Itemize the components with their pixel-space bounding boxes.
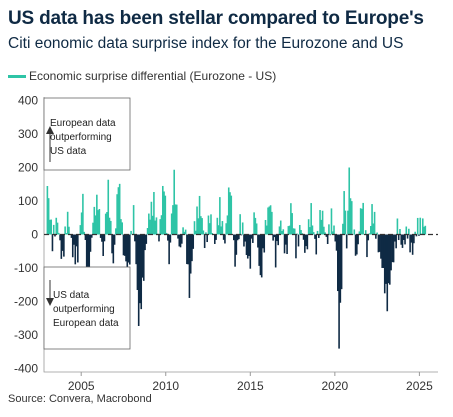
annotation-us-box	[43, 266, 131, 350]
y-tick-label: -300	[14, 328, 38, 342]
legend-swatch	[8, 74, 26, 78]
y-tick-label: 100	[18, 194, 38, 208]
annotation-europe-line-1: European data	[50, 118, 116, 129]
x-tick-label: 2025	[406, 379, 433, 393]
up-arrowhead-icon	[46, 126, 54, 134]
chart-subtitle: Citi eonomic data surprise index for the…	[8, 35, 404, 52]
annotation-europe-line-3: US data	[50, 146, 87, 157]
y-tick-label: 200	[18, 160, 38, 174]
x-tick-label: 2005	[68, 379, 95, 393]
source-note: Source: Convera, Macrobond	[8, 393, 152, 405]
y-axis: 400 300 200 100 0 -100 -200 -300 -400	[14, 93, 38, 375]
annotation-us-line-1: US data	[53, 290, 90, 301]
annotation-europe-box	[43, 97, 131, 171]
y-tick-label: -400	[14, 362, 38, 376]
y-tick-label: 400	[18, 93, 38, 107]
y-tick-label: 300	[18, 127, 38, 141]
y-tick-label: -200	[14, 295, 38, 309]
annotation-europe: European data outperforming US data	[43, 97, 131, 171]
annotation-us-line-3: European data	[53, 318, 119, 329]
chart-title: US data has been stellar compared to Eur…	[8, 8, 424, 29]
x-tick-label: 2020	[321, 379, 348, 393]
annotation-us-line-2: outperforming	[53, 304, 115, 315]
annotation-us: US data outperforming European data	[43, 266, 131, 350]
annotation-europe-line-2: outperforming	[50, 132, 112, 143]
y-tick-label: 0	[31, 228, 38, 242]
chart-legend: Economic surprise differential (Eurozone…	[8, 69, 276, 83]
x-axis: 2005 2010 2015 2020 2025	[68, 372, 433, 393]
legend-label: Economic surprise differential (Eurozone…	[29, 69, 277, 83]
down-arrowhead-icon	[46, 298, 54, 306]
axis-line	[43, 97, 438, 373]
y-tick-label: -100	[14, 261, 38, 275]
plot-frame	[43, 97, 438, 373]
x-tick-label: 2015	[237, 379, 264, 393]
x-tick-label: 2010	[152, 379, 179, 393]
